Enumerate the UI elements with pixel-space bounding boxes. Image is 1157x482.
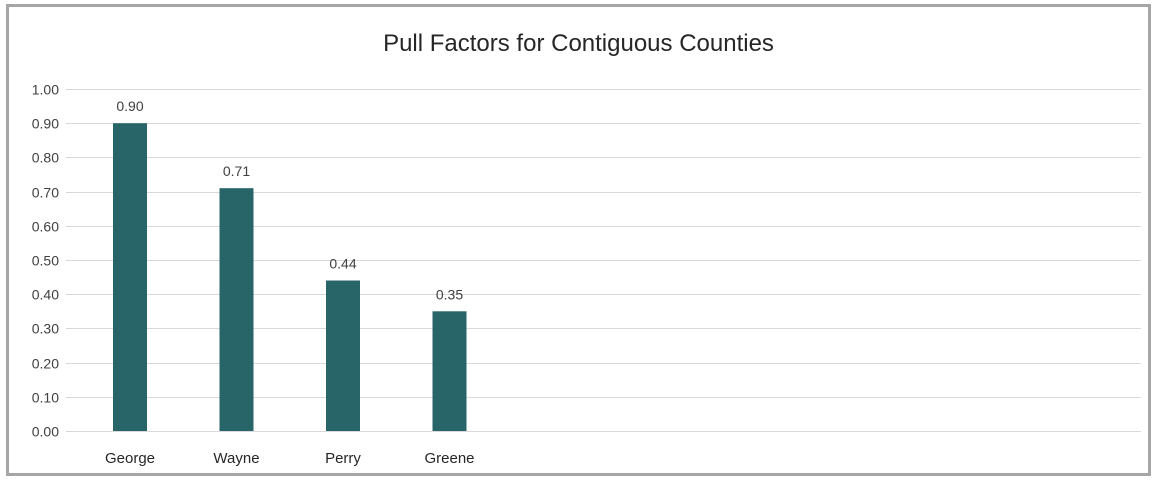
category-label: Wayne xyxy=(213,450,259,467)
x-axis-categories: George Wayne Perry Greene xyxy=(105,450,475,467)
y-tick-label: 1.00 xyxy=(32,82,59,98)
y-tick-label: 0.10 xyxy=(32,390,59,406)
category-label: Greene xyxy=(424,450,474,467)
category-label: Perry xyxy=(325,450,361,467)
chart-title: Pull Factors for Contiguous Counties xyxy=(383,30,774,57)
y-tick-label: 0.50 xyxy=(32,253,59,269)
data-label: 0.90 xyxy=(116,98,143,114)
y-axis-ticks: 0.00 0.10 0.20 0.30 0.40 0.50 0.60 0.70 0.80 0.90… xyxy=(32,82,59,440)
data-labels: 0.90 0.71 0.44 0.35 xyxy=(116,98,463,302)
category-label: George xyxy=(105,450,155,467)
y-tick-label: 0.90 xyxy=(32,116,59,132)
bar xyxy=(113,123,147,431)
y-tick-label: 0.80 xyxy=(32,150,59,166)
y-tick-label: 0.20 xyxy=(32,356,59,372)
bar xyxy=(432,311,467,431)
y-tick-label: 0.30 xyxy=(32,321,59,337)
data-label: 0.44 xyxy=(329,256,356,272)
y-tick-label: 0.60 xyxy=(32,219,59,235)
bar xyxy=(326,280,360,431)
y-tick-label: 0.70 xyxy=(32,185,59,201)
data-label: 0.35 xyxy=(436,286,463,302)
y-tick-label: 0.00 xyxy=(32,424,59,440)
bars xyxy=(113,123,467,431)
data-label: 0.71 xyxy=(223,163,250,179)
y-tick-label: 0.40 xyxy=(32,287,59,303)
bar xyxy=(219,188,254,431)
